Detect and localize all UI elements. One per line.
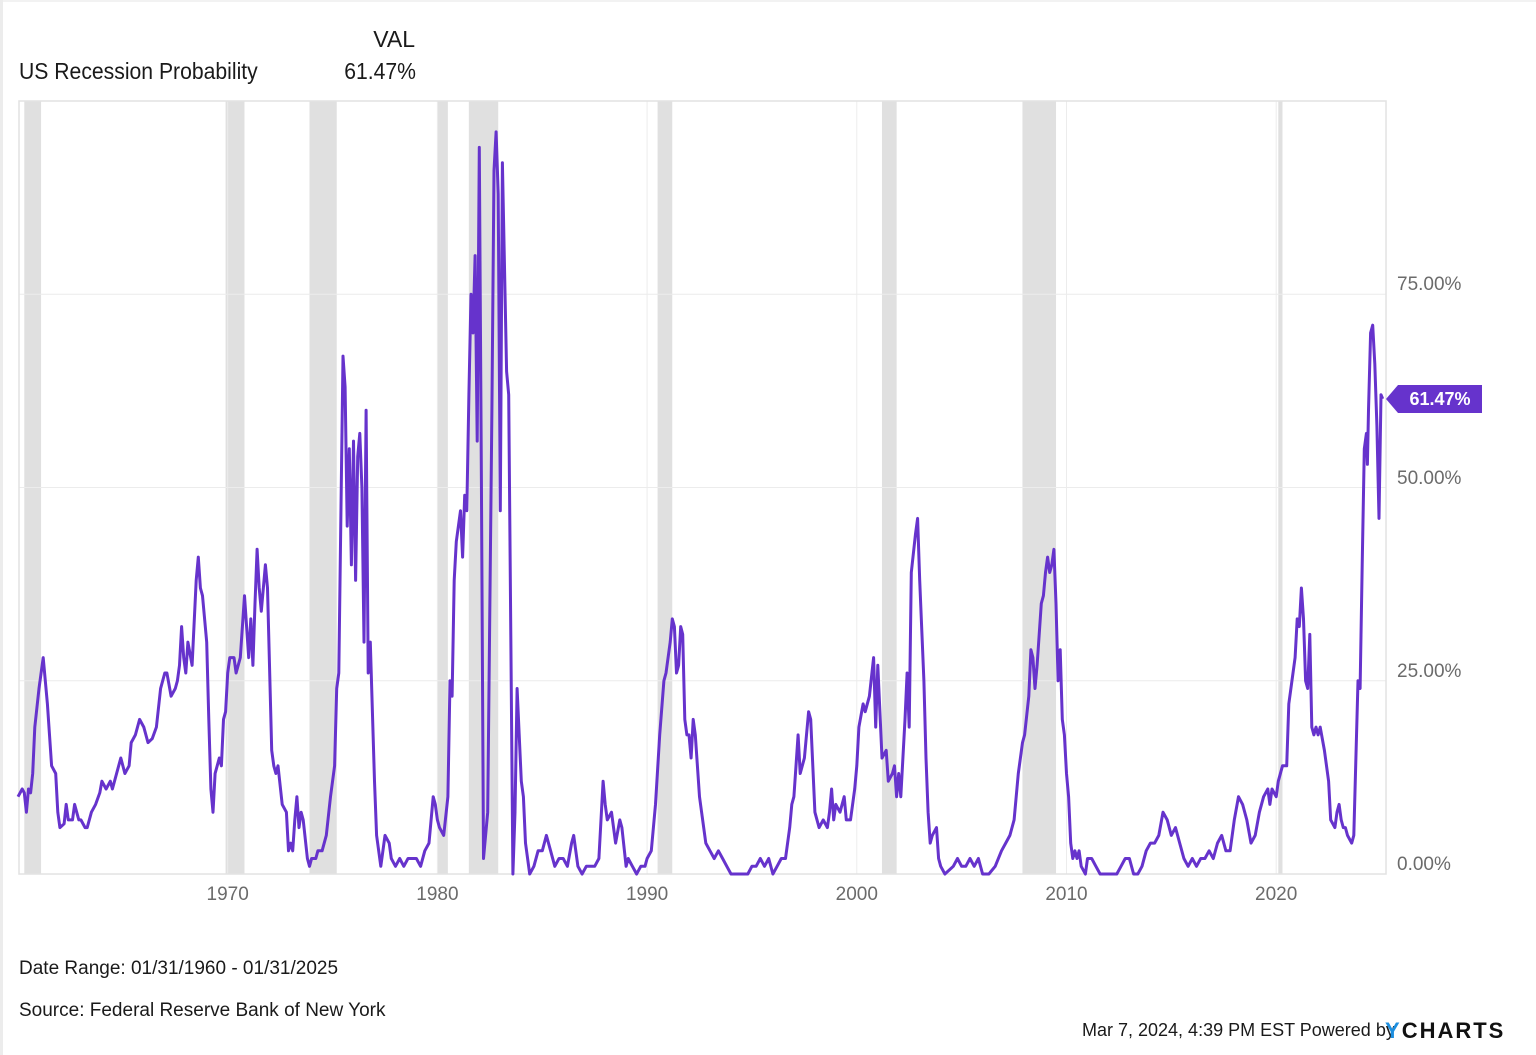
current-value-pointer-icon — [1386, 385, 1398, 413]
y-tick-label: 0.00% — [1397, 854, 1451, 875]
frame-top-border — [0, 0, 1536, 2]
x-tick-label: 2000 — [835, 884, 878, 905]
y-tick-label: 50.00% — [1397, 467, 1462, 489]
x-tick-label: 1980 — [416, 884, 459, 905]
date-range-label: Date Range: 01/31/1960 - 01/31/2025 — [19, 958, 339, 979]
x-tick-label: 1970 — [206, 884, 249, 905]
ycharts-logo-y-icon: Y — [1385, 1018, 1402, 1043]
legend-series-value: 61.47% — [344, 58, 416, 84]
plot-area-border — [18, 100, 1387, 875]
timestamp-label: Mar 7, 2024, 4:39 PM EST Powered by — [1082, 1020, 1395, 1040]
frame-left-border — [0, 0, 3, 1055]
legend-series-name: US Recession Probability — [19, 58, 258, 84]
y-tick-label: 75.00% — [1397, 274, 1462, 296]
recession-probability-line — [16, 130, 1385, 876]
legend-column-header: VAL — [373, 26, 415, 52]
x-tick-label: 2010 — [1045, 884, 1088, 905]
gridlines — [19, 101, 1386, 875]
x-tick-label: 2020 — [1255, 884, 1298, 905]
ycharts-logo[interactable]: YCHARTS — [1385, 1018, 1505, 1044]
ycharts-logo-text: CHARTS — [1401, 1018, 1506, 1043]
y-tick-label: 25.00% — [1397, 660, 1462, 682]
x-tick-label: 1990 — [625, 884, 669, 905]
current-value-badge: 61.47% — [1398, 385, 1482, 413]
source-label: Source: Federal Reserve Bank of New York — [19, 1000, 386, 1021]
